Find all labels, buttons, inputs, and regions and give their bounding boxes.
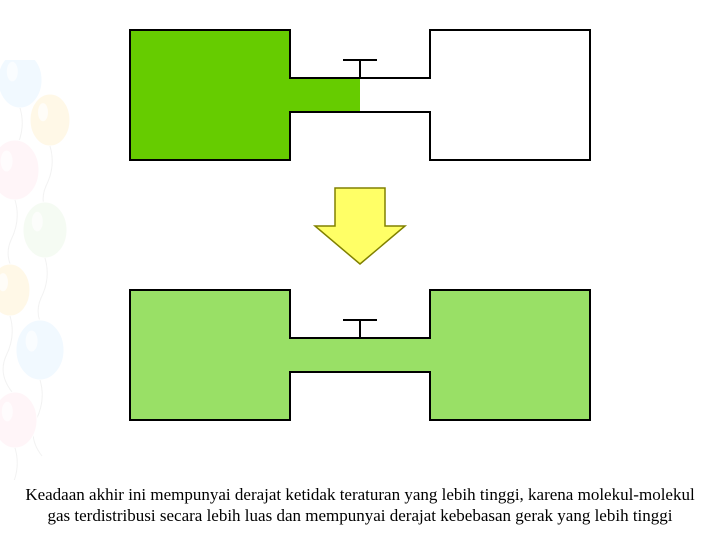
diagram-canvas: Keadaan akhir ini mempunyai derajat keti… bbox=[0, 0, 720, 540]
caption-text: Keadaan akhir ini mempunyai derajat keti… bbox=[20, 484, 700, 527]
gas-diffusion-diagram bbox=[0, 0, 720, 470]
